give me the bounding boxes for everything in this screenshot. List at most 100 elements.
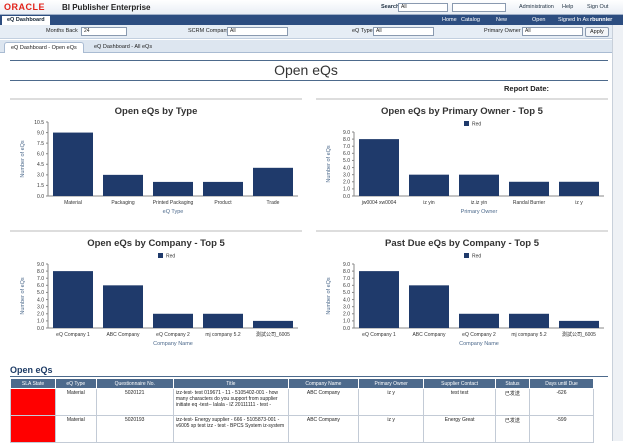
y-tick-label: 0.0 (37, 194, 44, 200)
y-tick-label: 6.0 (343, 151, 350, 157)
title-rule (10, 80, 608, 81)
x-tick-label: 測試公司_6005 (562, 331, 596, 338)
logo: ORACLE (4, 2, 45, 12)
nav-link[interactable]: New (496, 17, 508, 23)
x-axis-label: eQ Type (163, 209, 184, 215)
bar (509, 181, 549, 196)
apply-button[interactable]: Apply (585, 27, 609, 37)
table-cell: -599 (528, 415, 595, 443)
nav-link[interactable]: Catalog (461, 17, 480, 23)
table-rule (10, 376, 608, 377)
search-scope[interactable]: All (398, 3, 448, 12)
dashboard-tab[interactable]: eQ Dashboard (2, 16, 50, 25)
bar (409, 285, 449, 328)
y-tick-label: 2.0 (37, 312, 44, 318)
table-title: Open eQs (10, 365, 53, 375)
scrollbar[interactable] (612, 25, 623, 441)
legend-swatch (464, 253, 469, 258)
y-tick-label: 5.0 (37, 290, 44, 296)
y-axis-label: Number of eQs (20, 277, 26, 315)
table-cell: izz-test- Energy supplier - 666 - 510587… (172, 415, 289, 443)
y-tick-label: 8.0 (343, 137, 350, 143)
chart: Open eQs by Type 0.0 1.5 3.0 4.5 6.0 7.5 9.0 10.… (10, 98, 302, 215)
chart-title: Open eQs by Type (115, 106, 198, 117)
x-tick-label: eQ Company 1 (362, 332, 396, 338)
y-axis-label: Number of eQs (326, 145, 332, 183)
header-link[interactable]: Sign Out (587, 4, 609, 10)
x-tick-label: Product (214, 200, 232, 206)
x-axis-label: Primary Owner (461, 209, 498, 215)
y-tick-label: 2.0 (343, 180, 350, 186)
column-header: Questionnaire No. (95, 378, 174, 389)
y-tick-label: 3.0 (37, 304, 44, 310)
y-tick-label: 4.0 (343, 165, 350, 171)
bar (153, 181, 193, 196)
column-header: Title (172, 378, 289, 389)
y-tick-label: 9.0 (37, 262, 44, 268)
y-tick-label: 3.0 (343, 172, 350, 178)
filter-select[interactable]: All (373, 27, 434, 36)
x-tick-label: Trade (267, 200, 280, 206)
table-cell: -626 (528, 388, 595, 416)
report-tab[interactable]: eQ Dashboard - All eQs (94, 44, 153, 50)
filter-select[interactable]: All (522, 27, 583, 36)
filter-label: Months Back (46, 28, 78, 34)
header-link[interactable]: Help (562, 4, 574, 10)
filter-label: eQ Type (352, 28, 373, 34)
y-tick-label: 3.0 (343, 304, 350, 310)
bar (559, 181, 599, 196)
chart: Past Due eQs by Company - Top 5 Red 0.01.0… (316, 230, 608, 347)
x-tick-label: Printed Packaging (153, 200, 194, 206)
column-header: Supplier Contact (423, 378, 496, 389)
column-header: Primary Owner (357, 378, 425, 389)
x-tick-label: Randal Burrier (513, 200, 546, 206)
legend-swatch (464, 121, 469, 126)
search-label: Search (381, 4, 400, 10)
bar (203, 313, 243, 328)
y-tick-label: 2.0 (343, 312, 350, 318)
report-title: Open eQs (274, 62, 338, 78)
x-tick-label: ABC Company (106, 332, 140, 338)
bar (253, 320, 293, 328)
search-box[interactable] (452, 3, 506, 12)
filter-label: SCRM Company (188, 28, 230, 34)
x-tick-label: jw0004 xw0004 (361, 200, 397, 206)
header-link[interactable]: Administration (519, 4, 554, 10)
nav-link[interactable]: Home (442, 17, 457, 23)
filter-select[interactable]: All (227, 27, 288, 36)
table-cell: iz y (357, 388, 425, 416)
data-table: SLA State eQ Type Questionnaire No. Title Co… (10, 378, 595, 443)
title-rule (10, 60, 608, 61)
report-tab[interactable]: eQ Dashboard - Open eQs (4, 42, 84, 53)
table-cell: 5020193 (95, 415, 174, 443)
y-tick-label: 4.0 (343, 297, 350, 303)
y-tick-label: 1.0 (37, 319, 44, 325)
legend-swatch (158, 253, 163, 258)
y-tick-label: 9.0 (343, 130, 350, 136)
y-tick-label: 7.0 (343, 144, 350, 150)
y-tick-label: 0.0 (343, 326, 350, 332)
report-tabs: eQ Dashboard - Open eQs eQ Dashboard - A… (0, 40, 612, 53)
user-name[interactable]: rbunnier (590, 17, 613, 23)
nav-link[interactable]: Open (532, 17, 546, 23)
y-tick-label: 7.0 (37, 276, 44, 282)
chart-title: Open eQs by Primary Owner - Top 5 (381, 106, 544, 117)
y-tick-label: 4.0 (37, 297, 44, 303)
y-tick-label: 1.0 (343, 187, 350, 193)
table-cell: ABC Company (287, 388, 359, 416)
y-tick-label: 4.5 (37, 162, 44, 168)
y-tick-label: 0.0 (37, 326, 44, 332)
chart-title: Past Due eQs by Company - Top 5 (385, 238, 540, 249)
x-tick-label: eQ Company 1 (56, 332, 90, 338)
table-row: Material 5020121 izz-test- test 019671 - 1… (10, 388, 595, 416)
bar (53, 271, 93, 328)
y-tick-label: 5.0 (343, 158, 350, 164)
table-cell: Material (55, 388, 97, 416)
x-tick-label: iz.iz yin (471, 200, 488, 206)
filter-input[interactable]: 24 (81, 27, 127, 36)
bar (359, 139, 399, 196)
table-cell: ABC Company (287, 415, 359, 443)
y-tick-label: 7.0 (343, 276, 350, 282)
y-tick-label: 0.0 (343, 194, 350, 200)
